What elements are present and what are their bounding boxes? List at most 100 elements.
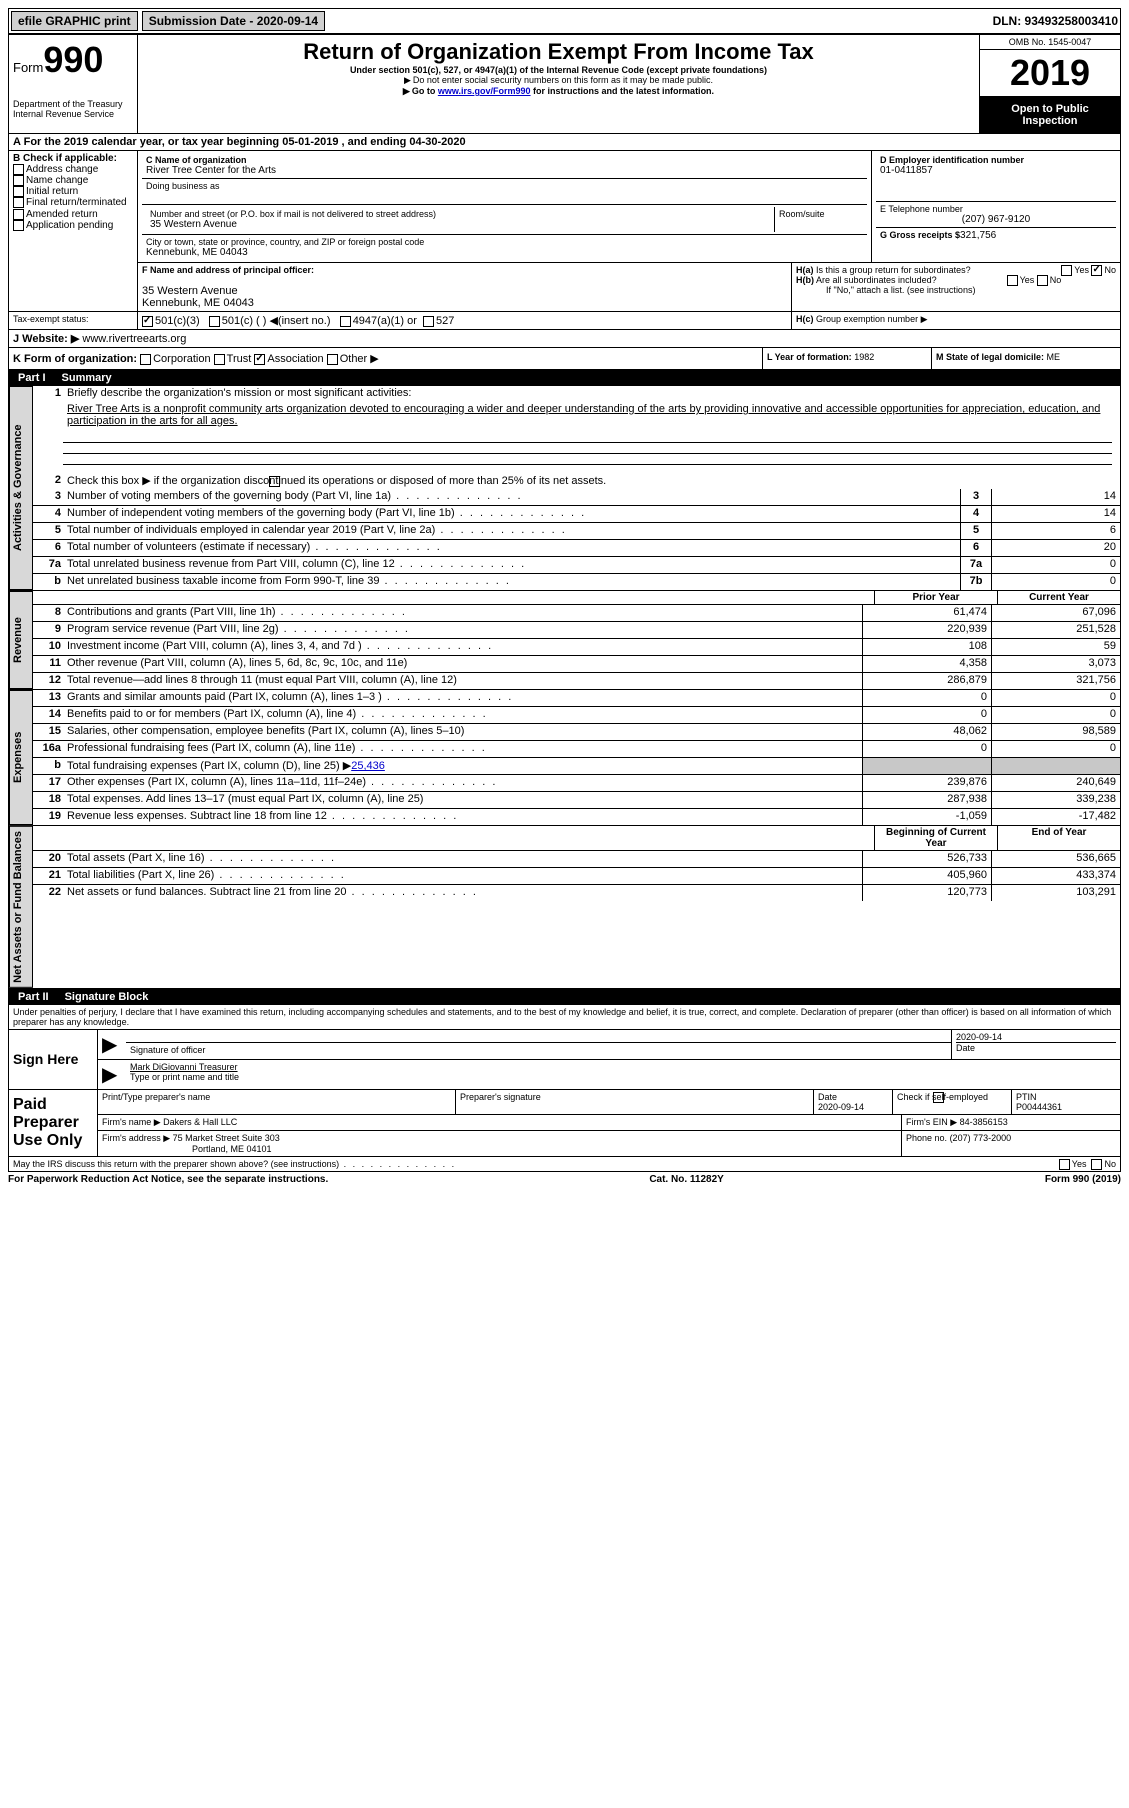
addr-label: Number and street (or P.O. box if mail i… — [150, 209, 770, 219]
amended-check[interactable] — [13, 209, 24, 220]
other-check[interactable] — [327, 354, 338, 365]
revenue-section: Revenue Prior YearCurrent Year 8Contribu… — [8, 591, 1121, 690]
form-header: Form990 Department of the Treasury Inter… — [8, 34, 1121, 134]
p11: 4,358 — [862, 656, 991, 672]
corp-check[interactable] — [140, 354, 151, 365]
trust-check[interactable] — [214, 354, 225, 365]
ein-value: 01-0411857 — [880, 165, 1112, 176]
discuss-no[interactable] — [1091, 1159, 1102, 1170]
officer-name: Mark DiGiovanni Treasurer — [130, 1062, 1116, 1072]
hb-no[interactable] — [1037, 275, 1048, 286]
p17: 239,876 — [862, 775, 991, 791]
dba-label: Doing business as — [146, 181, 863, 191]
c16a: 0 — [991, 741, 1120, 757]
sign-here-label: Sign Here — [9, 1030, 98, 1089]
assoc-check[interactable] — [254, 354, 265, 365]
paid-preparer-label: Paid Preparer Use Only — [9, 1090, 98, 1156]
c20: 536,665 — [991, 851, 1120, 867]
dept-treasury: Department of the Treasury — [13, 99, 133, 109]
firm-addr: 75 Market Street Suite 303 — [173, 1133, 280, 1143]
tax-year: 2019 — [980, 50, 1120, 97]
p16a: 0 — [862, 741, 991, 757]
4947-check[interactable] — [340, 316, 351, 327]
val-7a: 0 — [991, 557, 1120, 573]
submission-btn[interactable]: Submission Date - 2020-09-14 — [142, 11, 325, 31]
gov-tab: Activities & Governance — [9, 386, 33, 590]
phone-label: E Telephone number — [880, 204, 1112, 214]
goto-note: Go to www.irs.gov/Form990 for instructio… — [142, 86, 975, 97]
street-addr: 35 Western Avenue — [150, 219, 770, 230]
p21: 405,960 — [862, 868, 991, 884]
sig-officer-label: Signature of officer — [126, 1042, 951, 1059]
c11: 3,073 — [991, 656, 1120, 672]
c8: 67,096 — [991, 605, 1120, 621]
prior-year-header: Prior Year — [874, 591, 997, 604]
fundraising-link[interactable]: 25,436 — [351, 760, 385, 772]
c13: 0 — [991, 690, 1120, 706]
firm-name: Dakers & Hall LLC — [163, 1117, 237, 1127]
p18: 287,938 — [862, 792, 991, 808]
section-b: B Check if applicable: Address change Na… — [9, 151, 138, 311]
rev-tab: Revenue — [9, 591, 33, 689]
addr-change-check[interactable] — [13, 164, 24, 175]
irs-link[interactable]: www.irs.gov/Form990 — [438, 86, 531, 96]
header-grid: B Check if applicable: Address change Na… — [8, 151, 1121, 312]
p14: 0 — [862, 707, 991, 723]
app-pending-check[interactable] — [13, 220, 24, 231]
p12: 286,879 — [862, 673, 991, 689]
begin-year-header: Beginning of Current Year — [874, 826, 997, 850]
sig-date: 2020-09-14 — [956, 1032, 1116, 1042]
gross-receipts: 321,756 — [960, 230, 996, 241]
prep-date: 2020-09-14 — [818, 1102, 864, 1112]
city-value: Kennebunk, ME 04043 — [146, 247, 863, 258]
website-url: www.rivertreearts.org — [82, 333, 186, 345]
p15: 48,062 — [862, 724, 991, 740]
c19: -17,482 — [991, 809, 1120, 825]
tax-exempt-row: Tax-exempt status: 501(c)(3) 501(c) ( ) … — [8, 312, 1121, 330]
initial-check[interactable] — [13, 186, 24, 197]
city-label: City or town, state or province, country… — [146, 237, 863, 247]
discontinued-check[interactable] — [269, 476, 280, 487]
p8: 61,474 — [862, 605, 991, 621]
p20: 526,733 — [862, 851, 991, 867]
phone-value: (207) 967-9120 — [880, 214, 1112, 225]
self-employed-check[interactable] — [933, 1092, 944, 1103]
omb: OMB No. 1545-0047 — [980, 35, 1120, 50]
val-5: 6 — [991, 523, 1120, 539]
state-domicile: ME — [1047, 352, 1061, 362]
p13: 0 — [862, 690, 991, 706]
final-check[interactable] — [13, 197, 24, 208]
hb-note: If "No," attach a list. (see instruction… — [796, 285, 1116, 295]
501c-check[interactable] — [209, 316, 220, 327]
ha-no[interactable] — [1091, 265, 1102, 276]
end-year-header: End of Year — [997, 826, 1120, 850]
section-ha: H(a) Is this a group return for subordin… — [796, 265, 1116, 275]
hb-yes[interactable] — [1007, 275, 1018, 286]
officer-addr2: Kennebunk, ME 04043 — [142, 297, 787, 309]
501c3-check[interactable] — [142, 316, 153, 327]
dln: DLN: 93493258003410 — [993, 14, 1118, 28]
val-6: 20 — [991, 540, 1120, 556]
room-label: Room/suite — [779, 209, 859, 219]
firm-ein: 84-3856153 — [960, 1117, 1008, 1127]
ptin-value: P00444361 — [1016, 1102, 1062, 1112]
row-a: A For the 2019 calendar year, or tax yea… — [8, 134, 1121, 151]
section-hb: H(b) Are all subordinates included? Yes … — [796, 275, 1116, 285]
org-name: River Tree Center for the Arts — [146, 165, 863, 176]
name-change-check[interactable] — [13, 175, 24, 186]
form-number: Form990 — [13, 39, 133, 81]
527-check[interactable] — [423, 316, 434, 327]
year-formation: 1982 — [854, 352, 874, 362]
net-tab: Net Assets or Fund Balances — [9, 826, 33, 988]
c17: 240,649 — [991, 775, 1120, 791]
firm-city: Portland, ME 04101 — [192, 1144, 272, 1154]
penalty-text: Under penalties of perjury, I declare th… — [9, 1005, 1120, 1030]
c9: 251,528 — [991, 622, 1120, 638]
form-subtitle: Under section 501(c), 527, or 4947(a)(1)… — [142, 65, 975, 75]
firm-phone: (207) 773-2000 — [950, 1133, 1012, 1143]
efile-btn[interactable]: efile GRAPHIC print — [11, 11, 138, 31]
discuss-yes[interactable] — [1059, 1159, 1070, 1170]
top-bar: efile GRAPHIC print Submission Date - 20… — [8, 8, 1121, 34]
ein-label: D Employer identification number — [880, 155, 1112, 165]
ha-yes[interactable] — [1061, 265, 1072, 276]
